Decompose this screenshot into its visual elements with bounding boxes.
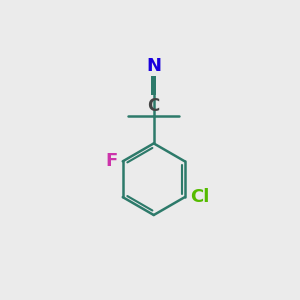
Text: Cl: Cl: [190, 188, 209, 206]
Text: N: N: [146, 57, 161, 75]
Text: F: F: [105, 152, 118, 170]
Text: C: C: [148, 97, 160, 115]
